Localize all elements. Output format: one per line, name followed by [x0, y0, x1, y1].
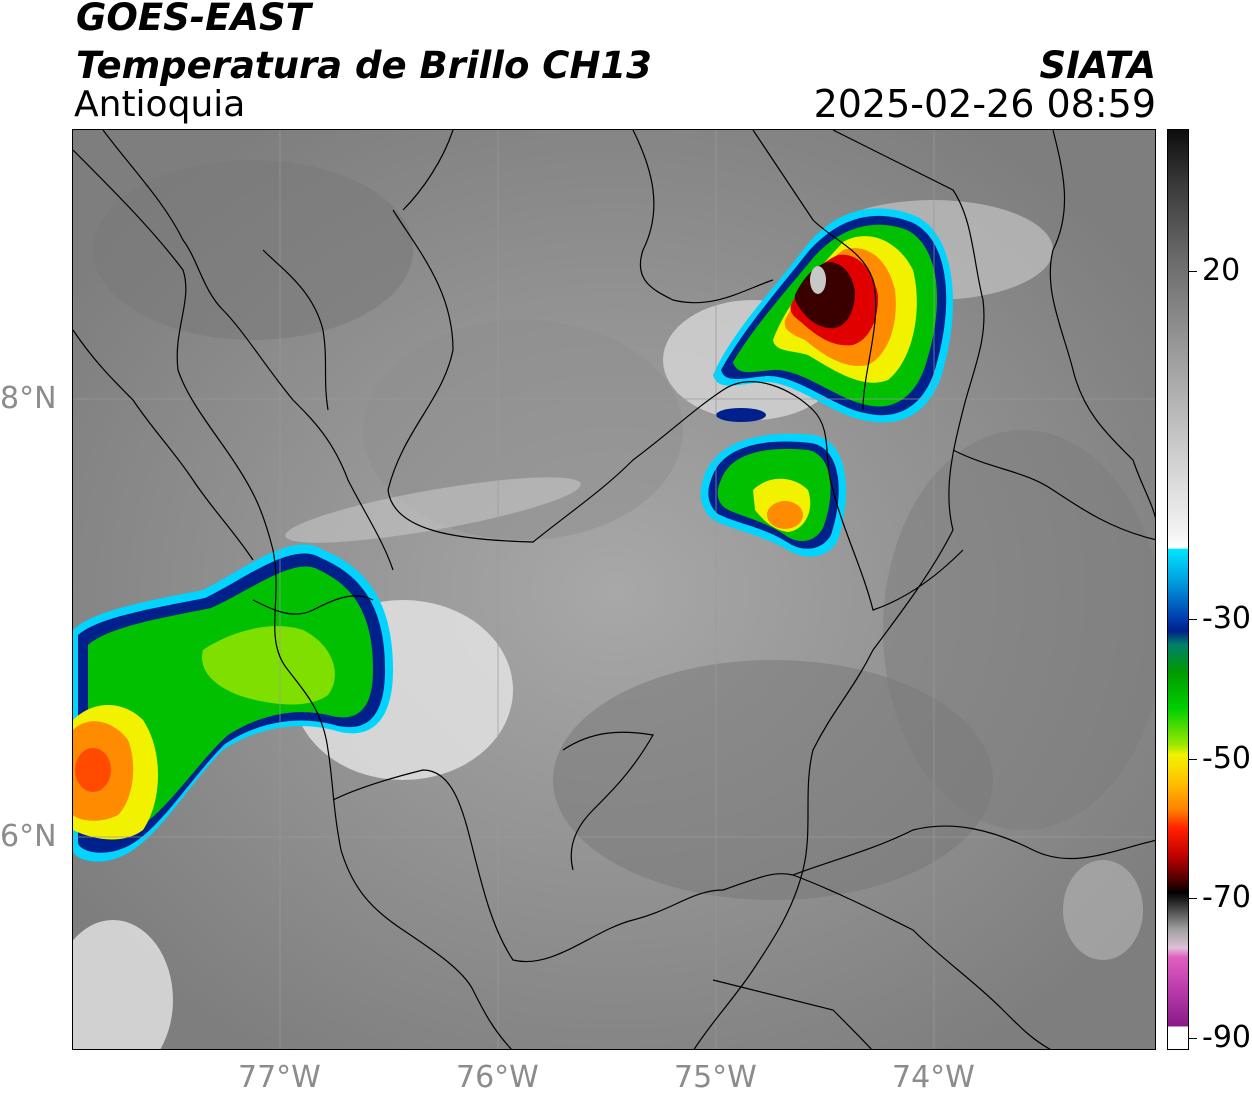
- map-canvas: [73, 130, 1155, 1049]
- colorbar-label-minus70: -70: [1202, 880, 1251, 915]
- cirrus: [285, 477, 581, 543]
- satellite-title: GOES-EAST: [76, 0, 311, 39]
- colorbar-label-minus50: -50: [1202, 741, 1251, 776]
- colorbar: [1167, 129, 1189, 1050]
- cirrus: [73, 920, 173, 1049]
- storm-cell-middle: [700, 408, 846, 557]
- warm-patch: [883, 430, 1155, 830]
- organization-label: SIATA: [1039, 44, 1156, 87]
- colorbar-tick: [1189, 271, 1197, 272]
- product-title: Temperatura de Brillo CH13: [76, 44, 652, 87]
- region-label: Antioquia: [74, 84, 246, 125]
- colorbar-tick: [1189, 898, 1197, 899]
- satellite-map[interactable]: [72, 129, 1156, 1050]
- storm-cell-west: [73, 544, 393, 862]
- warm-patch: [93, 160, 413, 340]
- colorbar-tick: [1189, 619, 1197, 620]
- warm-patch: [363, 320, 683, 540]
- warm-patch: [553, 660, 993, 900]
- lon-label-75w: 75°W: [674, 1060, 757, 1095]
- storm-cell-northeast: [713, 208, 953, 423]
- colorbar-label-20: 20: [1202, 253, 1241, 288]
- lon-label-77w: 77°W: [238, 1060, 321, 1095]
- lon-label-76w: 76°W: [456, 1060, 539, 1095]
- lon-label-74w: 74°W: [892, 1060, 975, 1095]
- cirrus: [1063, 860, 1143, 960]
- lat-label-6n: 6°N: [0, 819, 57, 854]
- gridlines: [73, 130, 1155, 1049]
- lat-label-8n: 8°N: [0, 381, 57, 416]
- datetime-label: 2025-02-26 08:59: [813, 82, 1156, 126]
- borders: [73, 130, 1155, 1049]
- colorbar-label-minus30: -30: [1202, 601, 1251, 636]
- colorbar-label-minus90: -90: [1202, 1020, 1251, 1055]
- colorbar-tick: [1189, 759, 1197, 760]
- colorbar-tick: [1189, 1038, 1197, 1039]
